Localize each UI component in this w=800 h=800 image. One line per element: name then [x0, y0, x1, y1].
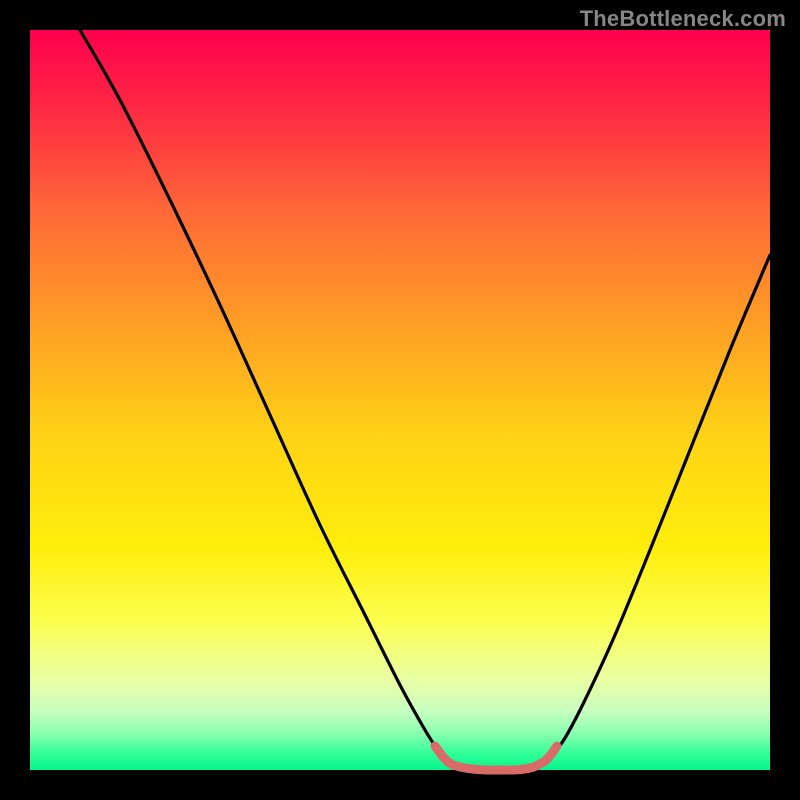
optimal-marker-dot: [491, 766, 500, 775]
optimal-marker-dot: [464, 764, 473, 773]
chart-container: TheBottleneck.com: [0, 0, 800, 800]
chart-svg: [0, 0, 800, 800]
watermark-text: TheBottleneck.com: [580, 6, 786, 32]
optimal-marker-dot: [473, 765, 482, 774]
optimal-marker-dot: [500, 766, 509, 775]
optimal-marker-dot: [482, 766, 491, 775]
optimal-marker-dot: [509, 766, 518, 775]
optimal-marker-dot: [553, 742, 562, 751]
optimal-marker-dot: [456, 763, 465, 772]
